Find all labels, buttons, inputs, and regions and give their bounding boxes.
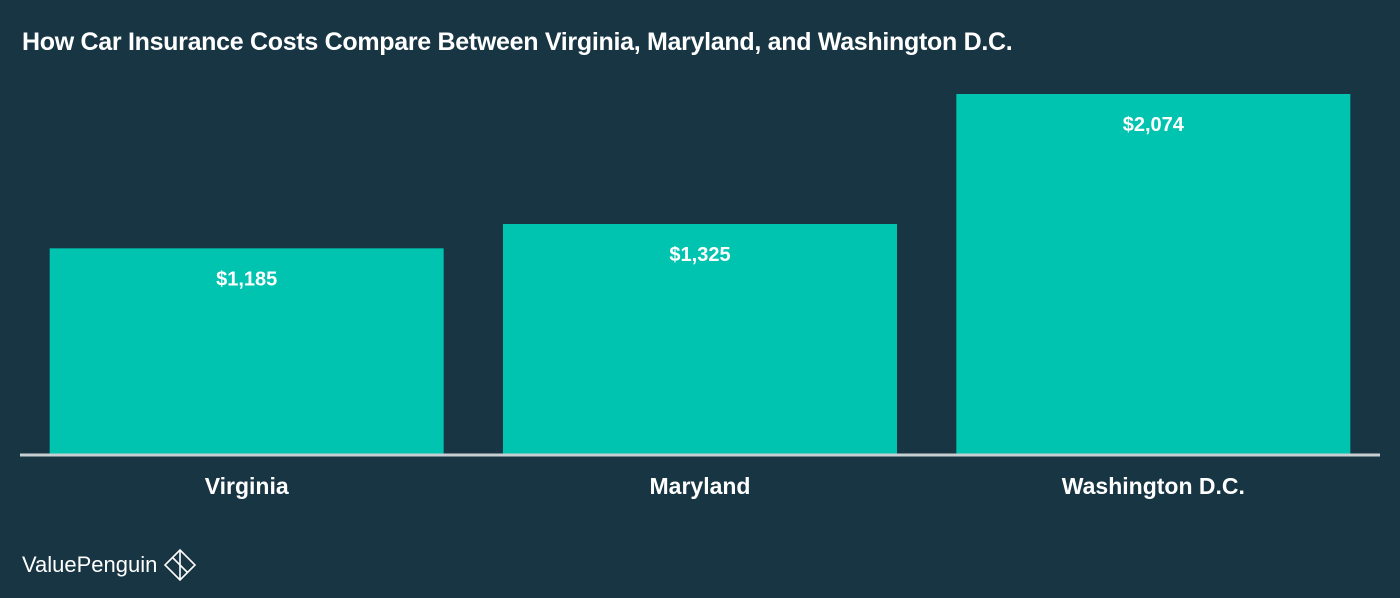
valuepenguin-logo-icon [163,548,197,582]
x-tick-label: Washington D.C. [1062,473,1245,499]
bar-maryland [503,224,897,454]
brand-name: ValuePenguin [22,552,158,577]
bar-value-label: $2,074 [1123,114,1185,136]
bar-virginia [49,248,444,454]
x-tick-label: Maryland [650,473,751,499]
bar-value-label: $1,325 [669,244,730,266]
brand-logo: ValuePenguin [22,548,197,582]
x-tick-label: Virginia [205,473,289,499]
bar-washington-d-c [956,94,1351,454]
bar-value-label: $1,185 [216,268,277,290]
chart-title: How Car Insurance Costs Compare Between … [22,28,1013,56]
